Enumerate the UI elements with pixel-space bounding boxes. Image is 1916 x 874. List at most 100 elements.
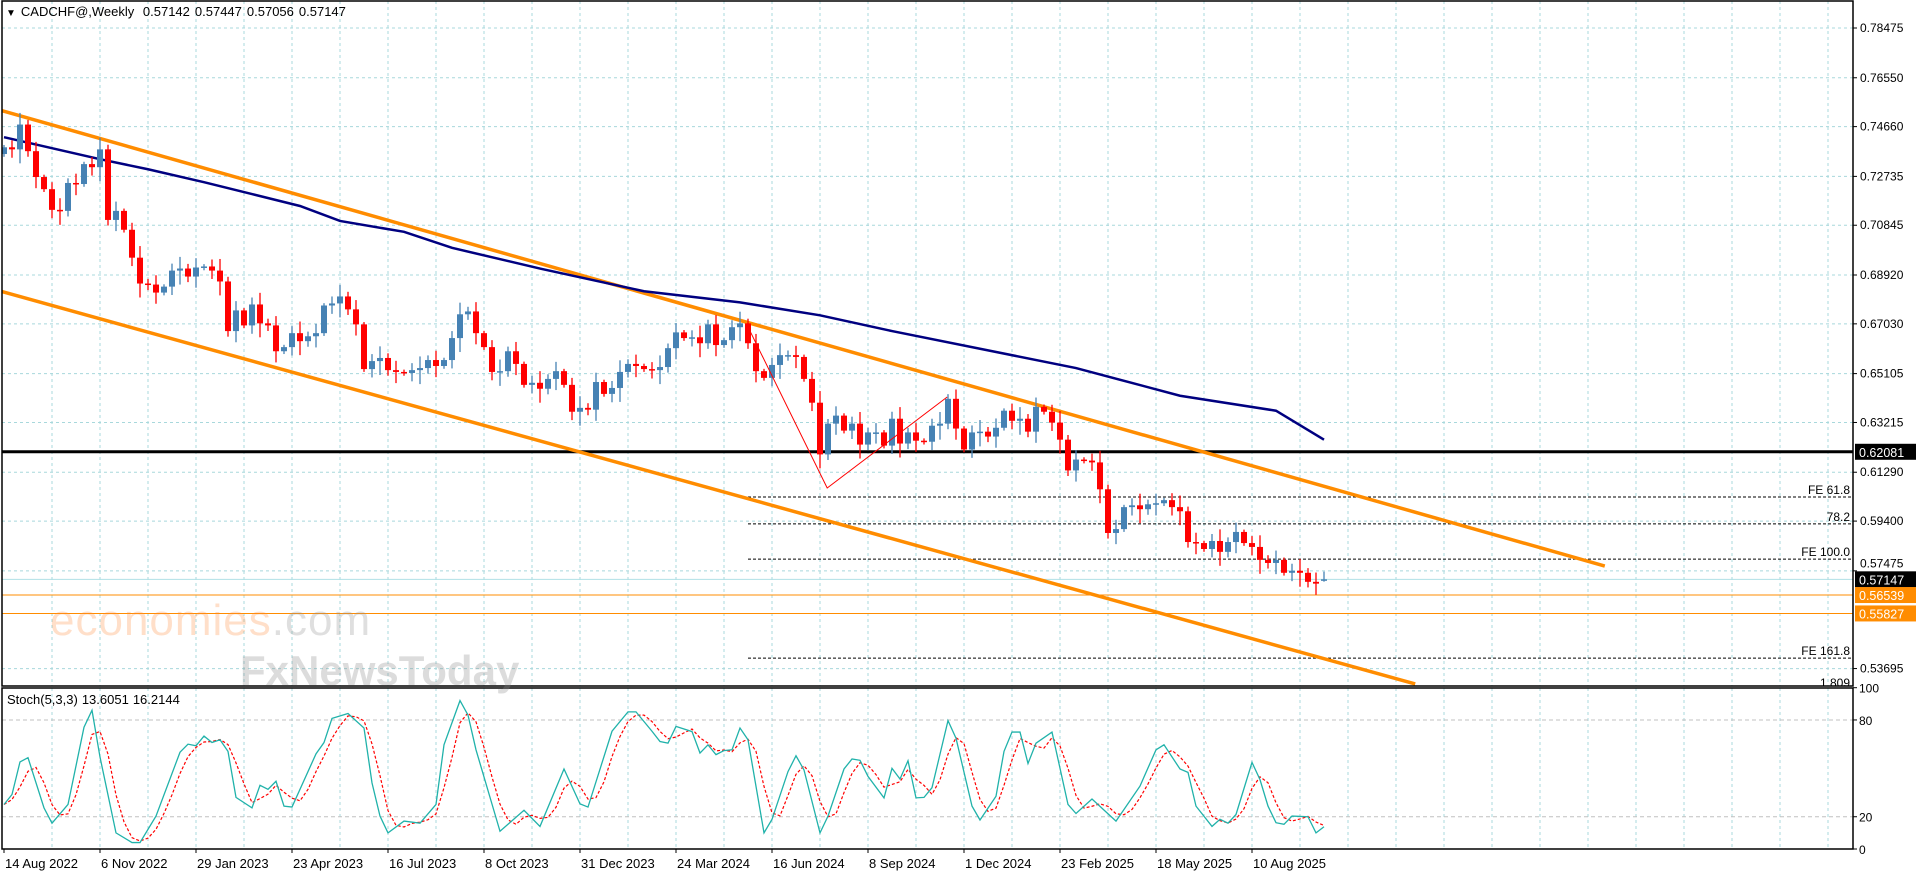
- candle-body: [1177, 507, 1183, 512]
- candle-body: [753, 343, 759, 372]
- candle: [729, 320, 735, 349]
- candle: [449, 331, 455, 369]
- candle-body: [561, 371, 567, 385]
- triangle-down-icon[interactable]: ▼: [6, 8, 16, 19]
- candle-body: [393, 370, 399, 372]
- candle: [2, 144, 7, 157]
- candle-body: [1169, 500, 1175, 508]
- candle-body: [361, 324, 367, 370]
- candle-body: [1081, 459, 1087, 462]
- candle: [1249, 536, 1255, 556]
- candle-body: [1025, 418, 1031, 432]
- candle: [225, 276, 231, 337]
- candle-body: [497, 371, 503, 373]
- candle-body: [1041, 406, 1047, 412]
- candle-body: [473, 311, 479, 334]
- candle-body: [457, 314, 463, 339]
- candle: [49, 182, 55, 219]
- candle: [577, 396, 583, 426]
- candle-body: [105, 149, 111, 220]
- candle-body: [729, 327, 735, 341]
- candle: [1265, 555, 1271, 569]
- candle: [33, 141, 39, 189]
- candle: [273, 316, 279, 363]
- candle-body: [217, 270, 223, 282]
- candle-body: [1185, 511, 1191, 543]
- candle-body: [265, 323, 271, 326]
- candle-body: [1265, 559, 1271, 563]
- candle-body: [25, 124, 31, 152]
- candle-body: [97, 149, 103, 168]
- candle-body: [417, 368, 423, 371]
- candle: [953, 389, 959, 440]
- candle: [1185, 506, 1191, 548]
- candle: [57, 198, 63, 225]
- candle: [641, 363, 647, 372]
- candle-body: [929, 425, 935, 442]
- chart-header: ▼ CADCHF@,Weekly 0.57142 0.57447 0.57056 0.5…: [6, 4, 351, 19]
- candle-body: [817, 402, 823, 455]
- candle-body: [577, 407, 583, 412]
- candle-body: [849, 423, 855, 431]
- price-axis-label: 0.65105: [1860, 367, 1904, 381]
- candle: [177, 256, 183, 285]
- candle-body: [689, 337, 695, 339]
- candle-body: [321, 305, 327, 334]
- candle-body: [921, 440, 927, 443]
- candle: [257, 292, 263, 338]
- candle-body: [601, 382, 607, 394]
- candle-body: [449, 338, 455, 361]
- candle-body: [609, 387, 615, 394]
- candle-body: [569, 384, 575, 412]
- candle-body: [177, 268, 183, 271]
- candle: [745, 318, 751, 349]
- candle: [113, 201, 119, 232]
- candle-body: [881, 432, 887, 446]
- candle-body: [841, 415, 847, 431]
- channel-lower-line: [2, 289, 1416, 686]
- candle-body: [65, 182, 71, 211]
- fibo-level-label: FE 61.8: [1808, 483, 1850, 497]
- candle-body: [57, 209, 63, 212]
- candle: [537, 371, 543, 403]
- price-tag-label: 0.55827: [1859, 607, 1904, 621]
- candle: [977, 420, 983, 447]
- candle-body: [2, 147, 7, 155]
- candle: [201, 264, 207, 271]
- candle: [9, 140, 15, 158]
- candle: [233, 301, 239, 343]
- candle-body: [433, 360, 439, 366]
- close-value: 0.57147: [298, 4, 346, 19]
- candle-body: [1281, 559, 1287, 573]
- candle: [1089, 453, 1095, 471]
- candle-body: [1153, 503, 1159, 505]
- candle-body: [505, 351, 511, 372]
- price-panel-frame: [1, 0, 1854, 687]
- candle: [793, 345, 799, 369]
- candle-body: [593, 382, 599, 410]
- candle-body: [713, 324, 719, 346]
- candle-body: [1257, 546, 1263, 560]
- candle: [473, 302, 479, 345]
- candle-body: [305, 336, 311, 342]
- watermark-economies-suffix: .com: [271, 596, 372, 645]
- channel-upper-line: [2, 108, 1606, 568]
- candle: [497, 359, 503, 386]
- candle: [489, 340, 495, 381]
- candle-body: [705, 324, 711, 344]
- candle: [1153, 493, 1159, 516]
- candle-body: [625, 363, 631, 372]
- candle-body: [889, 418, 895, 446]
- low-value: 0.57056: [246, 4, 294, 19]
- date-axis-label: 1 Dec 2024: [965, 856, 1032, 871]
- candle: [1241, 529, 1247, 546]
- candle-body: [1241, 531, 1247, 544]
- candle: [361, 322, 367, 372]
- candle: [385, 353, 391, 376]
- candle-body: [697, 337, 703, 344]
- candle: [993, 418, 999, 448]
- candle-body: [865, 432, 871, 445]
- candle: [833, 406, 839, 435]
- candle-body: [1313, 581, 1319, 584]
